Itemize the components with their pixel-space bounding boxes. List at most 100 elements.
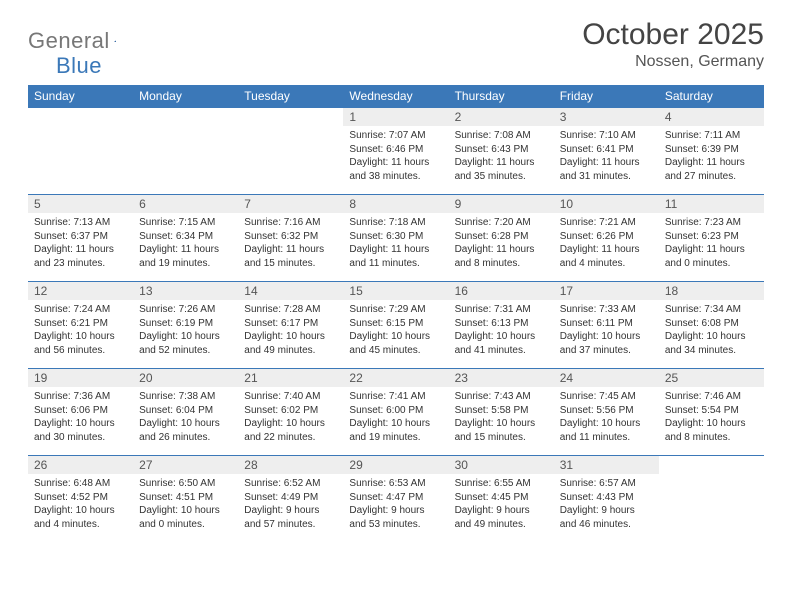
calendar-week: 5Sunrise: 7:13 AMSunset: 6:37 PMDaylight…	[28, 195, 764, 282]
month-title: October 2025	[582, 18, 764, 51]
calendar-cell: 2Sunrise: 7:08 AMSunset: 6:43 PMDaylight…	[449, 108, 554, 195]
calendar-cell: 3Sunrise: 7:10 AMSunset: 6:41 PMDaylight…	[554, 108, 659, 195]
day-details: Sunrise: 7:18 AMSunset: 6:30 PMDaylight:…	[343, 213, 448, 272]
day-details: Sunrise: 6:52 AMSunset: 4:49 PMDaylight:…	[238, 474, 343, 533]
day-details: Sunrise: 7:13 AMSunset: 6:37 PMDaylight:…	[28, 213, 133, 272]
calendar-cell: 21Sunrise: 7:40 AMSunset: 6:02 PMDayligh…	[238, 369, 343, 456]
calendar-cell: 23Sunrise: 7:43 AMSunset: 5:58 PMDayligh…	[449, 369, 554, 456]
calendar-cell: 19Sunrise: 7:36 AMSunset: 6:06 PMDayligh…	[28, 369, 133, 456]
day-number: 22	[343, 369, 448, 387]
day-number: 25	[659, 369, 764, 387]
calendar-page: General October 2025 Nossen, Germany Blu…	[0, 0, 792, 560]
day-number: 23	[449, 369, 554, 387]
calendar-week: 1Sunrise: 7:07 AMSunset: 6:46 PMDaylight…	[28, 108, 764, 195]
day-details: Sunrise: 7:10 AMSunset: 6:41 PMDaylight:…	[554, 126, 659, 185]
calendar-cell: 8Sunrise: 7:18 AMSunset: 6:30 PMDaylight…	[343, 195, 448, 282]
day-number: 4	[659, 108, 764, 126]
day-number: 31	[554, 456, 659, 474]
day-header: Sunday	[28, 85, 133, 108]
day-details: Sunrise: 7:31 AMSunset: 6:13 PMDaylight:…	[449, 300, 554, 359]
calendar-cell: 10Sunrise: 7:21 AMSunset: 6:26 PMDayligh…	[554, 195, 659, 282]
calendar-cell: 31Sunrise: 6:57 AMSunset: 4:43 PMDayligh…	[554, 456, 659, 543]
calendar-cell: 30Sunrise: 6:55 AMSunset: 4:45 PMDayligh…	[449, 456, 554, 543]
day-details: Sunrise: 7:11 AMSunset: 6:39 PMDaylight:…	[659, 126, 764, 185]
day-details: Sunrise: 7:07 AMSunset: 6:46 PMDaylight:…	[343, 126, 448, 185]
calendar-body: 1Sunrise: 7:07 AMSunset: 6:46 PMDaylight…	[28, 108, 764, 543]
day-details: Sunrise: 7:29 AMSunset: 6:15 PMDaylight:…	[343, 300, 448, 359]
day-header: Monday	[133, 85, 238, 108]
day-details: Sunrise: 7:16 AMSunset: 6:32 PMDaylight:…	[238, 213, 343, 272]
calendar-cell: 12Sunrise: 7:24 AMSunset: 6:21 PMDayligh…	[28, 282, 133, 369]
day-number: 24	[554, 369, 659, 387]
calendar-table: SundayMondayTuesdayWednesdayThursdayFrid…	[28, 85, 764, 542]
calendar-cell: 28Sunrise: 6:52 AMSunset: 4:49 PMDayligh…	[238, 456, 343, 543]
day-number: 10	[554, 195, 659, 213]
logo-text-2: Blue	[56, 53, 102, 79]
calendar-cell: 7Sunrise: 7:16 AMSunset: 6:32 PMDaylight…	[238, 195, 343, 282]
day-details: Sunrise: 6:57 AMSunset: 4:43 PMDaylight:…	[554, 474, 659, 533]
calendar-cell: 9Sunrise: 7:20 AMSunset: 6:28 PMDaylight…	[449, 195, 554, 282]
day-header: Saturday	[659, 85, 764, 108]
calendar-cell: 26Sunrise: 6:48 AMSunset: 4:52 PMDayligh…	[28, 456, 133, 543]
day-number: 30	[449, 456, 554, 474]
calendar-cell	[238, 108, 343, 195]
day-details: Sunrise: 7:08 AMSunset: 6:43 PMDaylight:…	[449, 126, 554, 185]
day-number: 17	[554, 282, 659, 300]
day-number: 2	[449, 108, 554, 126]
day-details: Sunrise: 7:43 AMSunset: 5:58 PMDaylight:…	[449, 387, 554, 446]
day-details: Sunrise: 7:23 AMSunset: 6:23 PMDaylight:…	[659, 213, 764, 272]
day-details: Sunrise: 7:45 AMSunset: 5:56 PMDaylight:…	[554, 387, 659, 446]
calendar-cell: 29Sunrise: 6:53 AMSunset: 4:47 PMDayligh…	[343, 456, 448, 543]
calendar-cell: 6Sunrise: 7:15 AMSunset: 6:34 PMDaylight…	[133, 195, 238, 282]
calendar-week: 26Sunrise: 6:48 AMSunset: 4:52 PMDayligh…	[28, 456, 764, 543]
day-number: 3	[554, 108, 659, 126]
calendar-week: 12Sunrise: 7:24 AMSunset: 6:21 PMDayligh…	[28, 282, 764, 369]
day-number: 21	[238, 369, 343, 387]
day-details: Sunrise: 6:50 AMSunset: 4:51 PMDaylight:…	[133, 474, 238, 533]
calendar-cell: 17Sunrise: 7:33 AMSunset: 6:11 PMDayligh…	[554, 282, 659, 369]
calendar-cell: 5Sunrise: 7:13 AMSunset: 6:37 PMDaylight…	[28, 195, 133, 282]
calendar-cell: 18Sunrise: 7:34 AMSunset: 6:08 PMDayligh…	[659, 282, 764, 369]
day-number: 9	[449, 195, 554, 213]
day-details: Sunrise: 7:41 AMSunset: 6:00 PMDaylight:…	[343, 387, 448, 446]
day-number: 14	[238, 282, 343, 300]
calendar-cell: 14Sunrise: 7:28 AMSunset: 6:17 PMDayligh…	[238, 282, 343, 369]
calendar-cell: 25Sunrise: 7:46 AMSunset: 5:54 PMDayligh…	[659, 369, 764, 456]
calendar-cell: 22Sunrise: 7:41 AMSunset: 6:00 PMDayligh…	[343, 369, 448, 456]
day-details: Sunrise: 6:48 AMSunset: 4:52 PMDaylight:…	[28, 474, 133, 533]
triangle-icon	[114, 34, 117, 48]
calendar-cell	[133, 108, 238, 195]
calendar-cell: 27Sunrise: 6:50 AMSunset: 4:51 PMDayligh…	[133, 456, 238, 543]
day-details: Sunrise: 7:28 AMSunset: 6:17 PMDaylight:…	[238, 300, 343, 359]
day-number: 5	[28, 195, 133, 213]
day-details: Sunrise: 6:53 AMSunset: 4:47 PMDaylight:…	[343, 474, 448, 533]
day-number: 16	[449, 282, 554, 300]
calendar-cell: 11Sunrise: 7:23 AMSunset: 6:23 PMDayligh…	[659, 195, 764, 282]
day-details: Sunrise: 7:33 AMSunset: 6:11 PMDaylight:…	[554, 300, 659, 359]
day-details: Sunrise: 7:40 AMSunset: 6:02 PMDaylight:…	[238, 387, 343, 446]
day-details: Sunrise: 7:20 AMSunset: 6:28 PMDaylight:…	[449, 213, 554, 272]
day-number: 7	[238, 195, 343, 213]
calendar-cell: 13Sunrise: 7:26 AMSunset: 6:19 PMDayligh…	[133, 282, 238, 369]
day-details: Sunrise: 7:36 AMSunset: 6:06 PMDaylight:…	[28, 387, 133, 446]
calendar-cell	[28, 108, 133, 195]
day-header: Wednesday	[343, 85, 448, 108]
calendar-cell: 24Sunrise: 7:45 AMSunset: 5:56 PMDayligh…	[554, 369, 659, 456]
day-number: 6	[133, 195, 238, 213]
day-header: Friday	[554, 85, 659, 108]
day-number: 1	[343, 108, 448, 126]
day-number: 11	[659, 195, 764, 213]
location: Nossen, Germany	[582, 53, 764, 71]
day-number: 13	[133, 282, 238, 300]
calendar-header-row: SundayMondayTuesdayWednesdayThursdayFrid…	[28, 85, 764, 108]
day-number: 19	[28, 369, 133, 387]
calendar-cell: 1Sunrise: 7:07 AMSunset: 6:46 PMDaylight…	[343, 108, 448, 195]
day-details: Sunrise: 6:55 AMSunset: 4:45 PMDaylight:…	[449, 474, 554, 533]
calendar-cell: 16Sunrise: 7:31 AMSunset: 6:13 PMDayligh…	[449, 282, 554, 369]
day-header: Tuesday	[238, 85, 343, 108]
day-number: 8	[343, 195, 448, 213]
day-number: 18	[659, 282, 764, 300]
day-number: 15	[343, 282, 448, 300]
day-details: Sunrise: 7:26 AMSunset: 6:19 PMDaylight:…	[133, 300, 238, 359]
day-details: Sunrise: 7:38 AMSunset: 6:04 PMDaylight:…	[133, 387, 238, 446]
